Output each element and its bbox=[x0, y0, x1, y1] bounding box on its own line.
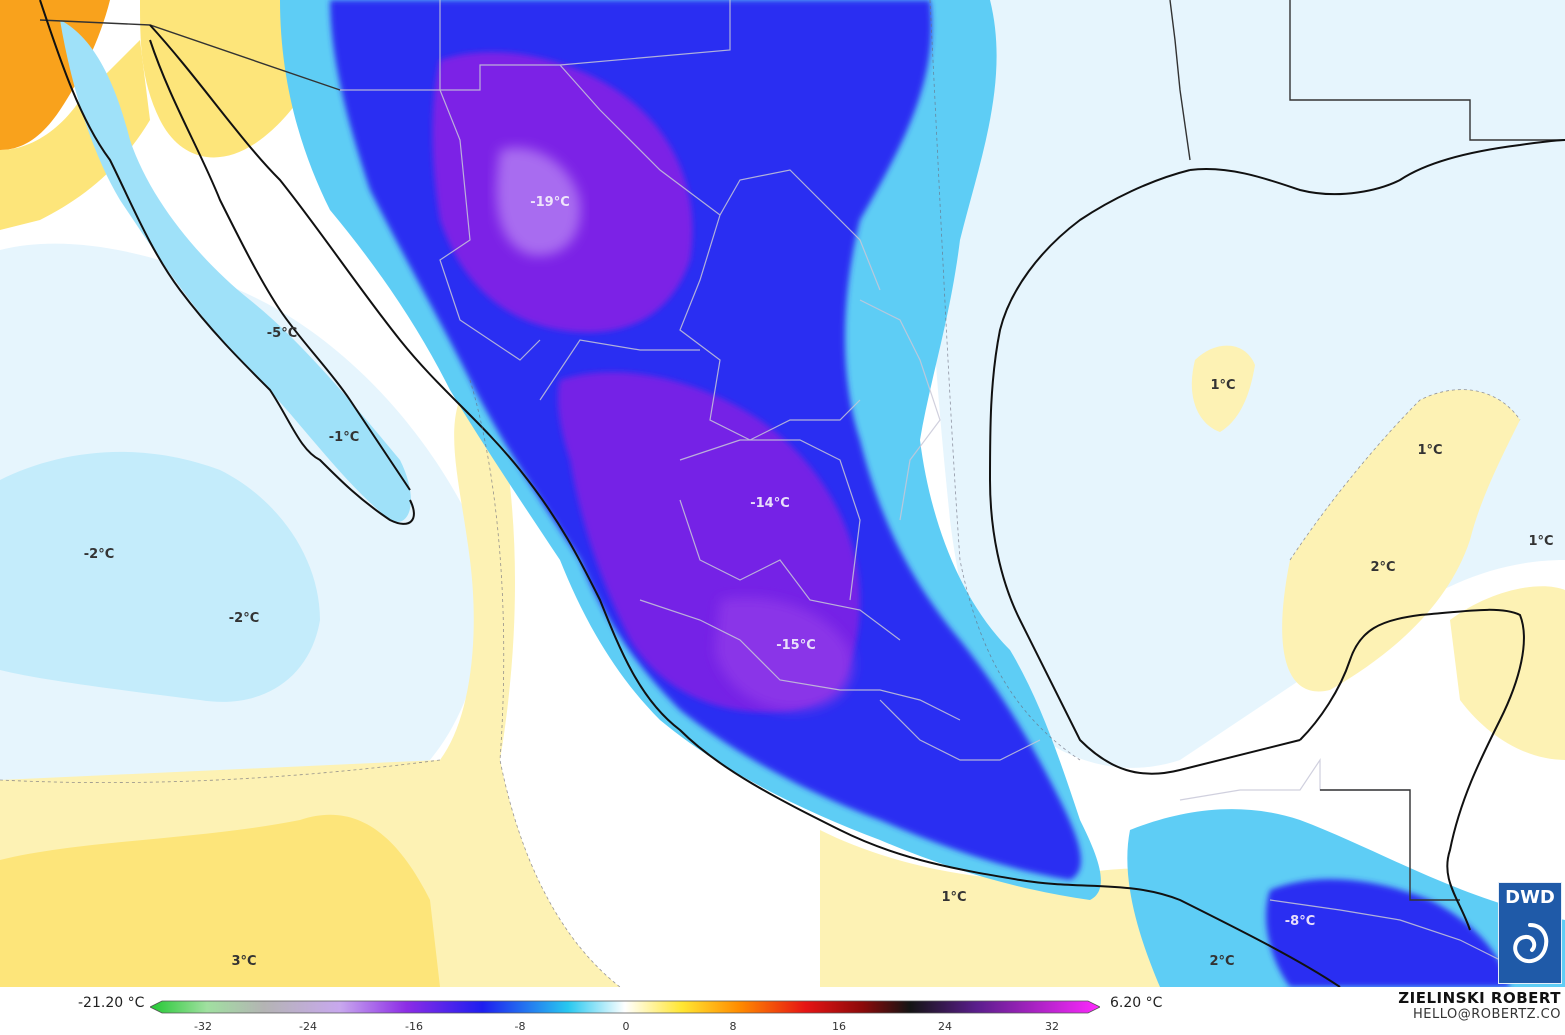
temp-label-gulf-south: 2°C bbox=[1370, 560, 1395, 575]
yellow-region-caribbean bbox=[1450, 586, 1565, 760]
coastline-gulf-west bbox=[988, 169, 1301, 775]
colorbar-footer: -21.20 °C bbox=[0, 987, 1565, 1035]
state-borders bbox=[340, 0, 1501, 961]
temp-label-central: -14°C bbox=[750, 496, 790, 511]
yellow-region-east-gulf bbox=[1282, 389, 1520, 692]
yellow-region-southwest bbox=[0, 380, 620, 987]
coastline-gulf-north bbox=[1189, 139, 1565, 196]
colorbar-max-label: 6.20 °C bbox=[1110, 995, 1163, 1011]
dwd-logo-text: DWD bbox=[1505, 887, 1555, 908]
temp-label-gulf-east: 1°C bbox=[1417, 443, 1442, 458]
colorbar-tick: 16 bbox=[832, 1020, 846, 1033]
blue-region-guatemala bbox=[1266, 879, 1510, 987]
colorbar-gradient bbox=[150, 1000, 1100, 1014]
purple-core-lavender bbox=[496, 147, 581, 256]
contour-lines bbox=[0, 0, 1521, 987]
author-name: ZIELINSKI ROBERT bbox=[1398, 989, 1561, 1007]
temp-label-pacific-center: -2°C bbox=[229, 611, 259, 626]
coastline-yucatan bbox=[1299, 608, 1525, 931]
temp-label-caribbean: 1°C bbox=[1528, 534, 1553, 549]
colorbar-tick: 0 bbox=[622, 1020, 630, 1033]
temp-label-baja-south: -1°C bbox=[329, 430, 359, 445]
temperature-anomaly-map: -19°C -14°C -15°C -5°C -1°C -2°C -2°C -8… bbox=[0, 0, 1565, 987]
dwd-logo: DWD bbox=[1498, 882, 1562, 984]
cyan-region-baja bbox=[60, 20, 411, 522]
colorbar-tick: -8 bbox=[514, 1020, 526, 1033]
purple-core-south bbox=[715, 597, 852, 710]
temp-label-pacific-west: -2°C bbox=[84, 547, 114, 562]
colorbar-tick: 24 bbox=[938, 1020, 952, 1033]
coastline-mainland-pacific bbox=[149, 24, 1341, 987]
temp-label-south: -15°C bbox=[776, 638, 816, 653]
cyan-region-pacific bbox=[0, 451, 320, 702]
temp-label-pacific-coast: 1°C bbox=[941, 890, 966, 905]
colorbar-min-label: -21.20 °C bbox=[78, 995, 145, 1011]
temp-label-gulf: 1°C bbox=[1210, 378, 1235, 393]
yellow-spot-gulf bbox=[1191, 345, 1255, 432]
colorbar-tick: 8 bbox=[729, 1020, 737, 1033]
author-email: HELLO@ROBERTZ.CO bbox=[1412, 1007, 1561, 1022]
temperature-labels: -19°C -14°C -15°C -5°C -1°C -2°C -2°C -8… bbox=[84, 195, 1554, 969]
colorbar-tick: -32 bbox=[194, 1020, 212, 1033]
yellow-region-southwest-strong bbox=[0, 814, 440, 987]
spiral-icon bbox=[1513, 923, 1549, 964]
colorbar bbox=[150, 1000, 1100, 1014]
coastline-baja-east bbox=[149, 39, 411, 491]
coastlines bbox=[39, 0, 1565, 987]
colorbar-tick: -16 bbox=[405, 1020, 423, 1033]
temp-label-pacific-southwest: 3°C bbox=[231, 954, 256, 969]
country-borders bbox=[39, 0, 1565, 901]
coastline-baja-west bbox=[39, 0, 415, 525]
colorbar-tick: -24 bbox=[299, 1020, 317, 1033]
temp-label-gulf-california: -5°C bbox=[267, 326, 297, 341]
temp-label-pacific-south: 2°C bbox=[1209, 954, 1234, 969]
colorbar-tick: 32 bbox=[1045, 1020, 1059, 1033]
temp-label-north: -19°C bbox=[530, 195, 570, 210]
author-credit: ZIELINSKI ROBERT HELLO@ROBERTZ.CO bbox=[1398, 989, 1561, 1022]
temp-label-guatemala: -8°C bbox=[1285, 914, 1315, 929]
